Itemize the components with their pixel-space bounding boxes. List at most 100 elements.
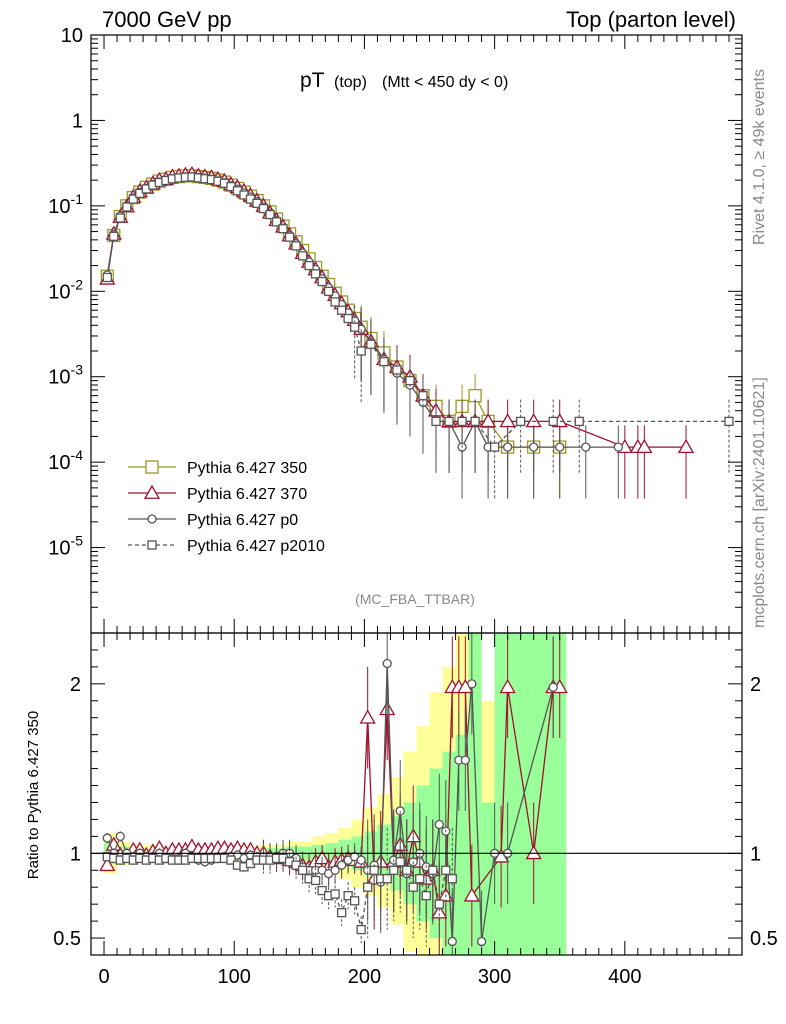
uncertainty-band-green [507,633,534,955]
x-tick-label: 0 [98,966,109,988]
data-point [548,416,558,427]
ratio-point [525,845,542,860]
data-point [677,438,695,453]
ratio-point [343,891,353,901]
data-point [392,365,402,375]
ratio-point [447,874,457,884]
legend-marker [147,514,157,524]
y-tick-label: 10-4 [48,447,83,474]
y-tick-label: 10-3 [48,362,83,389]
data-point [310,269,321,279]
ratio-y-tick-label: 1 [70,843,81,865]
legend-label: Pythia 6.427 p0 [187,512,298,529]
legend-marker [147,540,157,550]
uncertainty-band-green [455,734,469,955]
data-point [555,442,565,452]
data-point [431,416,441,427]
data-point [350,322,360,332]
data-point [613,442,623,452]
data-point [444,416,454,427]
series-line [106,175,560,448]
data-point [115,213,125,223]
ratio-point [99,856,116,872]
legend-label: Pythia 6.427 350 [187,460,307,477]
ratio-point [102,833,112,843]
ratio-point [226,855,236,865]
data-point [304,260,314,271]
data-point [122,202,132,212]
data-point [317,276,327,287]
ratio-point [421,891,431,901]
ratio-point [356,855,366,865]
data-point [330,297,340,307]
data-point [529,442,539,452]
plot-title-main: pT [300,69,325,92]
ratio-point [317,885,327,896]
ratio-point [434,899,444,909]
plot-title-sub2: (Mtt < 450 dy < 0) [382,74,508,91]
data-point [252,198,262,208]
y-tick-label: 10-5 [48,533,83,560]
ratio-point [310,875,321,886]
data-point [525,413,542,428]
ratio-point [476,936,487,947]
ratio-point [382,874,392,884]
data-point [366,339,376,349]
ratio-point [291,860,301,870]
data-point [284,232,295,242]
ratio-point [431,904,448,919]
data-point [128,194,138,204]
x-tick-label: 100 [218,966,251,988]
data-point [502,442,513,452]
data-point [343,313,353,324]
ratio-point [297,865,308,875]
ratio-point [369,865,379,875]
mcplots-label: mcplots.cern.ch [arXiv:2401.10621] [751,377,768,628]
ratio-point [463,887,480,902]
ratio-y-tick-label: 2 [70,674,81,696]
ratio-y-tick-label: 0.5 [53,928,81,950]
legend-marker [145,460,159,474]
data-point [489,442,500,452]
data-point [470,416,480,427]
plot-title-sub1: (top) [334,74,367,91]
data-point [265,209,275,220]
legend-marker [143,484,161,499]
data-point [291,241,301,251]
rivet-label: Rivet 4.1.0, ≥ 49k events [751,69,768,245]
ratio-point [415,874,425,884]
x-tick-label: 300 [478,966,511,988]
ratio-point [336,907,347,918]
data-point [581,442,591,452]
data-point [457,416,467,427]
ratio-point [356,924,366,935]
data-point [109,231,119,241]
ratio-point [115,831,125,842]
series-pythia-6.427-370 [99,165,695,499]
data-point [336,305,347,315]
data-point [418,391,428,401]
header-left: 7000 GeV pp [102,7,232,32]
data-point [724,416,734,427]
y-tick-label: 10-2 [48,276,83,303]
data-point [574,416,584,427]
ratio-point [382,658,392,669]
legend: Pythia 6.427 350 Pythia 6.427 370 Pythia 6… [128,460,325,555]
ratio-point [460,755,470,765]
data-point [499,413,516,428]
data-point [258,203,269,214]
ratio-point [408,882,418,892]
ratio-y-tick-label-right: 2 [750,674,761,696]
ratio-point [330,889,340,899]
legend-item: Pythia 6.427 p2010 [128,538,325,555]
legend-label: Pythia 6.427 370 [187,486,307,503]
series-pythia-6.427-p0 [102,171,623,499]
y-tick-label: 1 [72,110,83,132]
x-tick-label: 400 [608,966,641,988]
ratio-point [350,896,360,906]
ratio-point [548,682,558,692]
main-series [99,165,734,499]
legend-label: Pythia 6.427 p2010 [187,538,325,555]
